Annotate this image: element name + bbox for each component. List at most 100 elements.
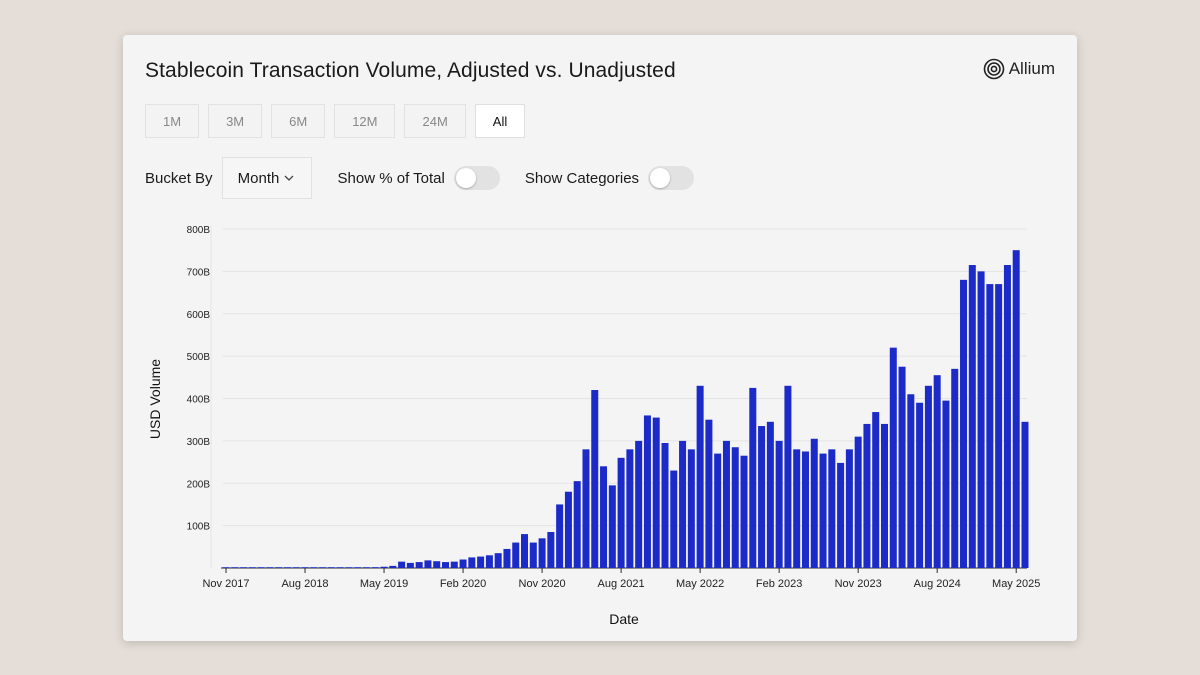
bar[interactable]: [556, 504, 564, 568]
show-categories-toggle[interactable]: [648, 166, 695, 190]
bar[interactable]: [248, 567, 256, 568]
bar[interactable]: [951, 368, 959, 568]
bar[interactable]: [775, 440, 783, 569]
bar[interactable]: [512, 542, 520, 568]
bar[interactable]: [845, 449, 853, 568]
bar[interactable]: [591, 390, 599, 568]
bar[interactable]: [494, 553, 502, 568]
bar[interactable]: [389, 565, 397, 568]
bar[interactable]: [310, 567, 318, 568]
bar[interactable]: [819, 453, 827, 568]
bar[interactable]: [240, 567, 248, 568]
bar[interactable]: [1012, 250, 1020, 568]
bar[interactable]: [916, 402, 924, 568]
bar[interactable]: [907, 394, 915, 568]
bar[interactable]: [433, 561, 441, 568]
show-percent-toggle[interactable]: [453, 166, 500, 190]
bar[interactable]: [731, 447, 739, 568]
bar[interactable]: [468, 557, 476, 568]
range-all-button[interactable]: All: [474, 104, 526, 138]
bar[interactable]: [872, 412, 880, 568]
bar[interactable]: [881, 423, 888, 568]
bar[interactable]: [784, 385, 792, 568]
bar[interactable]: [810, 438, 818, 568]
bar[interactable]: [319, 567, 327, 568]
bar[interactable]: [617, 457, 625, 568]
bar[interactable]: [995, 284, 1003, 568]
bar[interactable]: [415, 562, 423, 568]
range-1m-button[interactable]: 1M: [145, 104, 200, 138]
bar[interactable]: [714, 453, 722, 568]
bar[interactable]: [705, 419, 713, 568]
range-12m-button[interactable]: 12M: [334, 104, 396, 138]
bar[interactable]: [801, 451, 809, 568]
bar[interactable]: [898, 366, 906, 568]
bar[interactable]: [933, 375, 941, 568]
bar[interactable]: [231, 567, 239, 568]
bar[interactable]: [942, 400, 950, 568]
bar[interactable]: [292, 567, 300, 568]
bar[interactable]: [687, 449, 695, 568]
bar[interactable]: [758, 426, 766, 568]
bar[interactable]: [960, 279, 968, 568]
bar[interactable]: [406, 562, 414, 568]
bar[interactable]: [301, 567, 309, 568]
bar[interactable]: [573, 481, 581, 568]
bar[interactable]: [371, 567, 379, 568]
bar[interactable]: [582, 449, 590, 568]
bucket-by-select[interactable]: Month: [221, 157, 312, 199]
bar[interactable]: [354, 567, 362, 568]
bar[interactable]: [266, 567, 274, 568]
bar[interactable]: [670, 470, 678, 568]
bar[interactable]: [380, 566, 388, 568]
bar[interactable]: [459, 559, 467, 568]
bar[interactable]: [362, 567, 370, 568]
bar[interactable]: [345, 567, 353, 568]
bar[interactable]: [424, 560, 432, 568]
bar[interactable]: [564, 491, 572, 568]
bar[interactable]: [854, 436, 862, 568]
bar[interactable]: [679, 440, 687, 569]
bar[interactable]: [1003, 265, 1011, 568]
bar[interactable]: [327, 567, 335, 568]
bar[interactable]: [766, 421, 774, 568]
bar[interactable]: [889, 347, 897, 568]
bar[interactable]: [661, 442, 669, 568]
bar[interactable]: [398, 561, 406, 568]
bar[interactable]: [863, 423, 871, 568]
bar[interactable]: [1021, 421, 1029, 568]
bar[interactable]: [977, 271, 985, 569]
bar[interactable]: [257, 567, 265, 568]
bar[interactable]: [336, 567, 344, 568]
bar[interactable]: [924, 385, 932, 568]
bar[interactable]: [986, 284, 994, 568]
bar[interactable]: [652, 417, 660, 568]
bar[interactable]: [521, 534, 529, 568]
range-6m-button[interactable]: 6M: [271, 104, 326, 138]
range-24m-button[interactable]: 24M: [404, 104, 466, 138]
bar[interactable]: [643, 415, 651, 568]
bar[interactable]: [450, 561, 458, 568]
bar[interactable]: [837, 462, 845, 568]
bar[interactable]: [793, 449, 801, 568]
bar[interactable]: [529, 542, 537, 568]
bar[interactable]: [547, 531, 555, 568]
bar[interactable]: [722, 440, 730, 569]
bar[interactable]: [696, 385, 704, 568]
range-3m-button[interactable]: 3M: [208, 104, 263, 138]
bar[interactable]: [222, 567, 230, 568]
bar[interactable]: [828, 449, 836, 568]
bar[interactable]: [538, 538, 546, 568]
bar[interactable]: [749, 387, 757, 568]
bar[interactable]: [626, 449, 634, 568]
bar[interactable]: [477, 556, 485, 568]
bar[interactable]: [600, 466, 608, 568]
bar[interactable]: [608, 485, 616, 568]
bar[interactable]: [283, 567, 291, 568]
bar[interactable]: [442, 562, 449, 568]
bar[interactable]: [635, 440, 643, 569]
bar[interactable]: [485, 555, 493, 568]
bar[interactable]: [968, 265, 976, 568]
bar[interactable]: [275, 567, 283, 568]
bar[interactable]: [740, 455, 748, 568]
